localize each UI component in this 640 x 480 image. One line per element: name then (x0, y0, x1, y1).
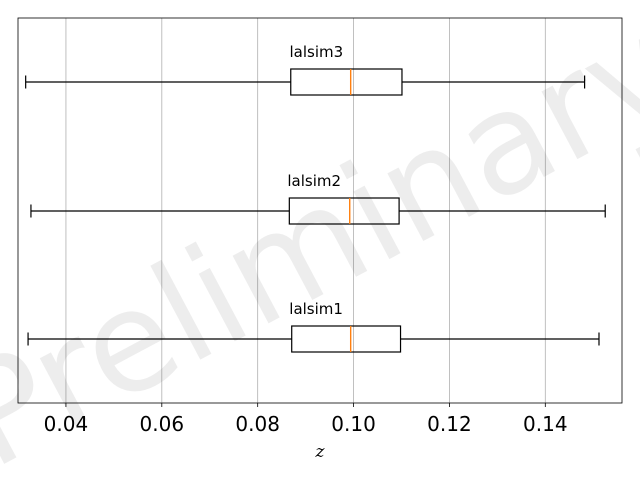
box-lalsim1: lalsim1 (27, 300, 600, 353)
x-tick-label: 0.08 (235, 412, 280, 436)
box-label: lalsim2 (287, 172, 341, 190)
box-label: lalsim1 (289, 300, 343, 318)
iqr-box (291, 325, 402, 353)
x-tick-label: 0.14 (523, 412, 568, 436)
x-tick-label: 0.12 (427, 412, 472, 436)
x-tick-label: 0.06 (140, 412, 185, 436)
plot-frame (17, 17, 623, 404)
box-label: lalsim3 (290, 43, 344, 61)
x-tick-label: 0.10 (331, 412, 376, 436)
x-axis-label: z (315, 442, 326, 462)
box-lalsim2: lalsim2 (30, 172, 606, 225)
box-series: lalsim1 lalsim2 lalsim3 (25, 43, 606, 353)
x-tick-label: 0.04 (44, 412, 89, 436)
x-ticks: 0.04 0.06 0.08 0.10 0.12 0.14 (44, 403, 568, 436)
box-lalsim3: lalsim3 (25, 43, 586, 96)
iqr-box (288, 197, 400, 225)
iqr-box (290, 68, 403, 96)
